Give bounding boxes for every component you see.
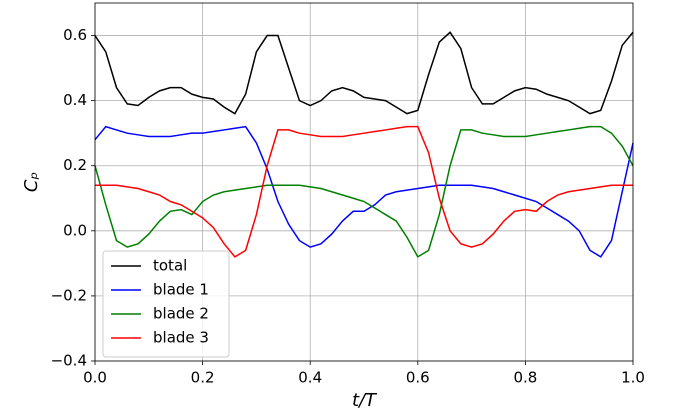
y-tick-label: 0.6 [63,26,87,44]
data-line [94,125,634,258]
y-tick-label: 0.0 [63,221,87,239]
axes-frame [94,2,634,362]
x-axis-label: t/T [352,390,378,411]
y-tick-label: 0.4 [63,91,87,109]
x-tick-label: 0.4 [298,369,322,387]
x-tick-label: 0.0 [83,369,107,387]
y-tick-label: 0.2 [63,156,87,174]
legend-label: blade 1 [153,281,209,299]
x-tick-label: 0.2 [191,369,215,387]
legend-label: blade 2 [153,305,209,323]
legend-label: blade 3 [153,329,209,347]
x-tick-label: 0.6 [406,369,430,387]
y-tick-label: −0.4 [51,352,87,370]
legend-box [102,250,230,358]
y-tick-label: −0.2 [51,286,87,304]
x-tick-label: 0.8 [513,369,537,387]
legend-label: total [153,257,187,275]
data-line [94,125,634,258]
data-line [95,125,633,258]
y-axis-label: Cₚ [21,172,42,193]
x-tick-label: 1.0 [621,369,645,387]
data-line [94,31,634,115]
